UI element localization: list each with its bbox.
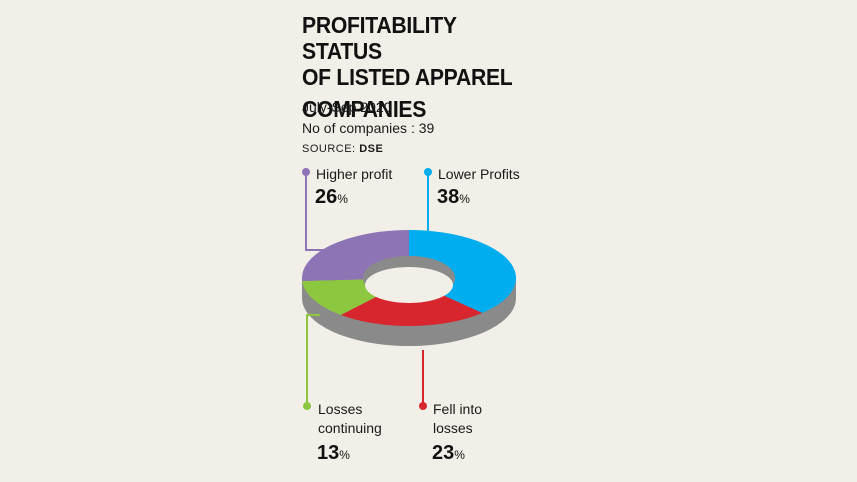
slice-fell-into-losses bbox=[340, 294, 483, 327]
chart-title: PROFITABILITY STATUS OF LISTED APPAREL C… bbox=[302, 12, 541, 122]
legend-unit-higher-profit: % bbox=[337, 192, 348, 206]
title-line-2: OF LISTED APPAREL bbox=[302, 64, 513, 90]
slice-higher-profit bbox=[302, 230, 409, 282]
slice-lower-profits bbox=[409, 230, 516, 313]
legend-value-fell-into-losses: 23 bbox=[432, 442, 455, 464]
leader-dot-higher-profit bbox=[302, 168, 310, 176]
legend-value-higher-profit: 26 bbox=[315, 186, 338, 208]
legend-label-higher-profit-line-1: Higher profit bbox=[316, 166, 393, 182]
leader-line-higher-profit bbox=[305, 172, 330, 251]
legend-value-lower-profits: 38 bbox=[437, 186, 460, 208]
slice-losses-continuing bbox=[302, 279, 380, 315]
legend-label-losses-continuing-line-2: continuing bbox=[318, 420, 382, 436]
donut-hole bbox=[365, 267, 453, 303]
company-count: No of companies : 39 bbox=[302, 120, 435, 136]
leader-line-losses-continuing bbox=[306, 314, 320, 406]
legend-label-losses-continuing: Losses continuing bbox=[318, 400, 382, 438]
leader-dot-losses-continuing bbox=[303, 402, 311, 410]
title-line-1: PROFITABILITY STATUS bbox=[302, 12, 457, 64]
legend-label-losses-continuing-line-1: Losses bbox=[318, 401, 363, 417]
legend-pct-higher-profit: 26% bbox=[315, 186, 348, 210]
period-label: July-Sep 2020 bbox=[302, 99, 392, 115]
legend-unit-losses-continuing: % bbox=[339, 448, 350, 462]
source-name: DSE bbox=[359, 143, 384, 155]
legend-label-fell-into-losses: Fell into losses bbox=[433, 400, 482, 438]
legend-pct-fell-into-losses: 23% bbox=[432, 442, 465, 466]
source-label: SOURCE: bbox=[302, 143, 356, 155]
legend-label-fell-into-losses-line-2: losses bbox=[433, 420, 473, 436]
source-line: SOURCE: DSE bbox=[302, 143, 383, 155]
leader-dot-fell-into-losses bbox=[419, 402, 427, 410]
legend-pct-losses-continuing: 13% bbox=[317, 442, 350, 466]
legend-label-fell-into-losses-line-1: Fell into bbox=[433, 401, 483, 417]
legend-unit-fell-into-losses: % bbox=[454, 448, 465, 462]
legend-pct-lower-profits: 38% bbox=[437, 186, 470, 210]
title-line-3: COMPANIES bbox=[302, 96, 427, 122]
legend-label-higher-profit: Higher profit bbox=[316, 165, 392, 184]
legend-label-lower-profits: Lower Profits bbox=[438, 165, 520, 184]
legend-unit-lower-profits: % bbox=[459, 192, 470, 206]
leader-dot-lower-profits bbox=[424, 168, 432, 176]
legend-value-losses-continuing: 13 bbox=[317, 442, 340, 464]
legend-label-lower-profits-line-1: Lower Profits bbox=[438, 166, 520, 182]
